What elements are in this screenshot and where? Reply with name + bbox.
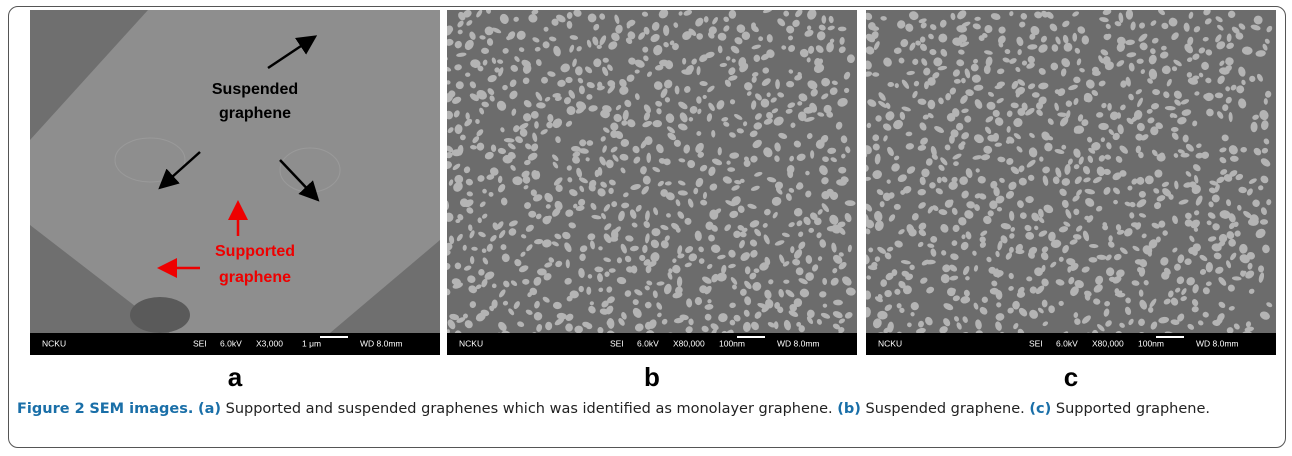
part-tag: (b)	[837, 401, 861, 417]
caption-title: SEM images.	[89, 401, 193, 417]
annotation: graphene	[219, 269, 291, 286]
panel-label: c	[866, 362, 1276, 393]
info-text: NCKU	[878, 338, 902, 348]
info-text: 100nm	[719, 338, 745, 348]
info-text: NCKU	[459, 338, 483, 348]
info-text: WD 8.0mm	[777, 338, 820, 348]
info-text: 6.0kV	[637, 338, 659, 348]
info-text: SEI	[610, 338, 624, 348]
part-text: Supported and suspended graphenes which …	[226, 401, 833, 417]
annotation: Suspended	[212, 81, 298, 98]
sem-image-a: Suspended graphene Supported graphene NC…	[30, 10, 440, 355]
info-text: SEI	[193, 338, 207, 348]
page: Suspended graphene Supported graphene NC…	[0, 0, 1292, 456]
info-text: WD 8.0mm	[360, 338, 403, 348]
info-text: 6.0kV	[1056, 338, 1078, 348]
sem-image-c: NCKU SEI 6.0kV X80,000 100nm WD 8.0mm	[866, 10, 1276, 355]
info-text: 1 μm	[302, 338, 321, 348]
part-tag: (a)	[198, 401, 221, 417]
info-text: NCKU	[42, 338, 66, 348]
info-text: X3,000	[256, 338, 283, 348]
annotation: graphene	[219, 105, 291, 122]
info-bar: NCKU SEI 6.0kV X80,000 100nm WD 8.0mm	[866, 333, 1276, 355]
part-text: Supported graphene.	[1056, 401, 1210, 417]
info-bar: NCKU SEI 6.0kV X3,000 1 μm WD 8.0mm	[30, 333, 440, 355]
info-text: 6.0kV	[220, 338, 242, 348]
panel-label: b	[447, 362, 857, 393]
info-text: X80,000	[673, 338, 705, 348]
info-bar: NCKU SEI 6.0kV X80,000 100nm WD 8.0mm	[447, 333, 857, 355]
caption: Figure 2 SEM images. (a) Supported and s…	[17, 398, 1277, 421]
figure-label: Figure 2	[17, 401, 85, 417]
part-text: Suspended graphene.	[865, 401, 1024, 417]
part-tag: (c)	[1029, 401, 1051, 417]
info-text: SEI	[1029, 338, 1043, 348]
info-text: X80,000	[1092, 338, 1124, 348]
annotation: Supported	[215, 243, 295, 260]
info-text: 100nm	[1138, 338, 1164, 348]
info-text: WD 8.0mm	[1196, 338, 1239, 348]
panel-label: a	[30, 362, 440, 393]
sem-image-b: NCKU SEI 6.0kV X80,000 100nm WD 8.0mm	[447, 10, 857, 355]
